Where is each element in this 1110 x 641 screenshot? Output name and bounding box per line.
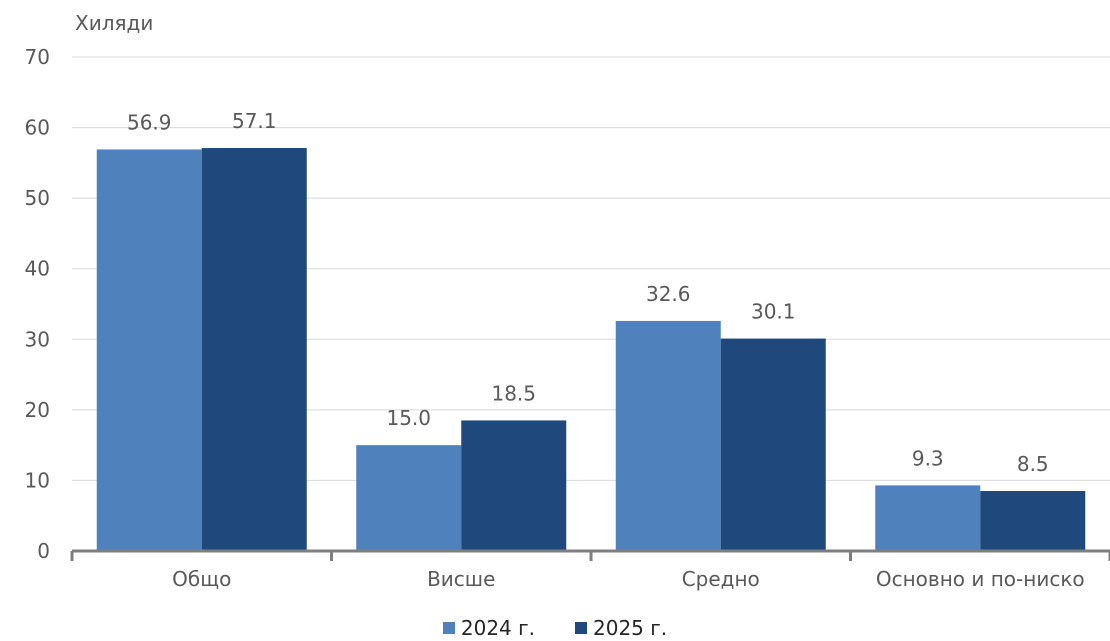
legend-label-2025: 2025 г.: [593, 616, 668, 640]
x-tick-label: Средно: [682, 567, 760, 591]
data-label: 32.6: [646, 282, 691, 306]
y-tick-label: 70: [25, 45, 50, 69]
data-label: 8.5: [1017, 452, 1049, 476]
legend-item-2024: 2024 г.: [442, 616, 535, 640]
y-tick-label: 20: [25, 398, 50, 422]
data-label: 30.1: [751, 300, 796, 324]
data-label: 9.3: [912, 446, 944, 470]
bar: [875, 485, 981, 551]
bar-chart: Хиляди 0 10 20 30 40 50 60 70 56.9 57.1 15.0 18.5 3…: [25, 11, 1110, 591]
legend: 2024 г. 2025 г.: [0, 616, 1110, 640]
bar: [461, 420, 567, 551]
bar: [96, 149, 202, 551]
legend-swatch-2024: [442, 622, 455, 634]
legend-label-2024: 2024 г.: [460, 616, 535, 640]
data-label: 15.0: [386, 406, 431, 430]
x-tick-label: Общо: [172, 567, 231, 591]
bar: [720, 338, 826, 551]
legend-swatch-2025: [575, 622, 587, 634]
data-label: 57.1: [232, 109, 277, 133]
bar: [980, 491, 1086, 551]
y-tick-label: 0: [37, 539, 50, 563]
data-labels: 56.9 57.1 15.0 18.5 32.6 30.1 9.3 8.5: [127, 109, 1049, 476]
x-tick-label: Основно и по-ниско: [876, 567, 1085, 591]
y-tick-label: 60: [25, 116, 50, 140]
y-axis-ticks: 0 10 20 30 40 50 60 70: [25, 45, 50, 563]
data-label: 18.5: [491, 381, 536, 405]
y-axis-label: Хиляди: [75, 11, 153, 35]
x-tick-label: Висше: [427, 567, 495, 591]
y-tick-label: 40: [25, 257, 50, 281]
y-tick-label: 50: [25, 186, 50, 210]
y-tick-label: 30: [25, 327, 50, 351]
bar: [201, 148, 307, 551]
y-tick-label: 10: [25, 468, 50, 492]
x-axis: Общо Висше Средно Основно и по-ниско: [70, 549, 1110, 591]
data-label: 56.9: [127, 110, 172, 134]
bar: [615, 320, 721, 551]
bar: [356, 445, 462, 551]
bars: [96, 148, 1086, 551]
legend-item-2025: 2025 г.: [575, 616, 667, 640]
